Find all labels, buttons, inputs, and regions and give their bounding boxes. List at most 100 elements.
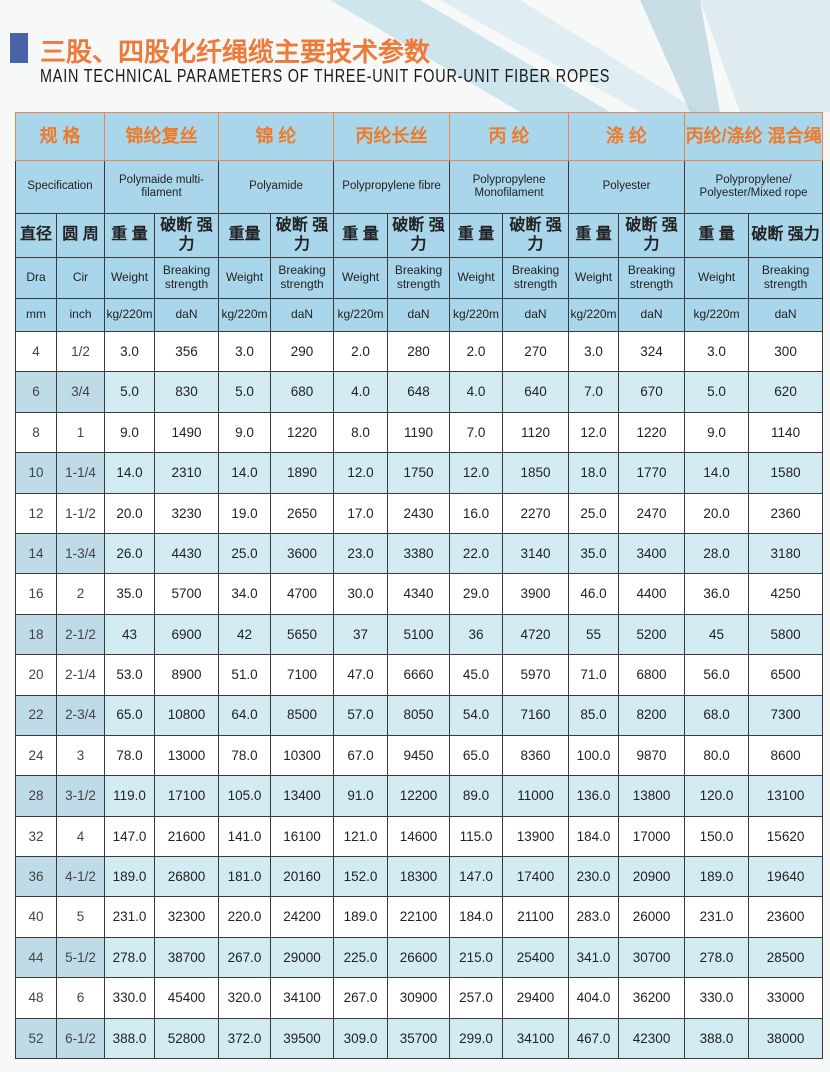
header-row-chinese-names: 规 格 锦纶复丝 锦 纶 丙纶长丝 丙 纶 涤 纶 丙纶/涤纶 混合绳 — [14, 112, 824, 161]
value-cell: 12.0 — [568, 411, 620, 454]
header-cell: kg/220m — [568, 298, 620, 332]
value-cell: 2430 — [387, 492, 451, 534]
header-cell: 重 量 — [449, 213, 504, 258]
value-cell: 1190 — [387, 411, 451, 454]
header-cell: 重 量 — [104, 213, 156, 258]
header-cell: Breaking strength — [502, 257, 570, 299]
value-cell: 3.0 — [684, 330, 750, 373]
header-cell: 丙 纶 — [449, 112, 570, 161]
size-cell: 20 — [15, 654, 57, 696]
value-cell: 15620 — [748, 815, 824, 858]
size-cell: 32 — [15, 815, 57, 858]
value-cell: 3230 — [154, 492, 220, 534]
value-cell: 13000 — [154, 734, 220, 777]
header-cell: Weight — [568, 257, 620, 299]
header-cell: Weight — [449, 257, 504, 299]
header-cell: kg/220m — [218, 298, 272, 332]
header-cell: Polypropylene Monofilament — [449, 160, 570, 214]
header-cell: daN — [154, 298, 220, 332]
value-cell: 8050 — [387, 694, 451, 736]
value-cell: 26.0 — [104, 532, 156, 575]
table-row: 12 1-1/2 20.0 3230 19.0 2650 17.0 2430 16.0 2270 2… — [15, 492, 824, 534]
value-cell: 9450 — [387, 734, 451, 777]
value-cell: 5800 — [748, 613, 824, 656]
size-cell: 5 — [55, 896, 106, 938]
value-cell: 184.0 — [568, 815, 620, 858]
header-cell: 重 量 — [684, 213, 750, 258]
value-cell: 278.0 — [104, 936, 156, 979]
size-cell: 44 — [15, 936, 57, 979]
value-cell: 189.0 — [684, 856, 750, 898]
value-cell: 150.0 — [684, 815, 750, 858]
value-cell: 280 — [387, 330, 451, 373]
table-row: 16 2 35.0 5700 34.0 4700 30.0 4340 29.0 3900 46.0 4… — [15, 573, 824, 615]
table-row: 18 2-1/2 43 6900 42 5650 37 5100 36 4720 55 5200 45 5… — [15, 613, 824, 656]
value-cell: 89.0 — [449, 775, 504, 817]
value-cell: 14.0 — [218, 452, 272, 494]
value-cell: 1120 — [502, 411, 570, 454]
table-row: 4 1/2 3.0 356 3.0 290 2.0 280 2.0 270 3.0 324 3.0 300 — [15, 330, 824, 373]
table-row: 28 3-1/2 119.0 17100 105.0 13400 91.0 12200 89.0… — [15, 775, 824, 817]
value-cell: 115.0 — [449, 815, 504, 858]
value-cell: 5.0 — [104, 371, 156, 413]
title-english: MAIN TECHNICAL PARAMETERS OF THREE-UNIT … — [40, 66, 611, 86]
header-cell: 破断 强力 — [154, 213, 220, 258]
value-cell: 225.0 — [333, 936, 389, 979]
header-cell: mm — [15, 298, 57, 332]
header-cell: 涤 纶 — [568, 112, 686, 161]
value-cell: 8200 — [618, 694, 686, 736]
value-cell: 16100 — [270, 815, 335, 858]
size-cell: 12 — [15, 492, 57, 534]
size-cell: 6-1/2 — [55, 1017, 106, 1060]
value-cell: 220.0 — [218, 896, 272, 938]
value-cell: 30.0 — [333, 573, 389, 615]
size-cell: 52 — [15, 1017, 57, 1060]
value-cell: 38000 — [748, 1017, 824, 1060]
value-cell: 5650 — [270, 613, 335, 656]
header-cell: 锦纶复丝 — [104, 112, 220, 161]
value-cell: 2.0 — [333, 330, 389, 373]
header-cell: 重 量 — [568, 213, 620, 258]
value-cell: 3900 — [502, 573, 570, 615]
value-cell: 648 — [387, 371, 451, 413]
value-cell: 18.0 — [568, 452, 620, 494]
value-cell: 14600 — [387, 815, 451, 858]
value-cell: 30900 — [387, 977, 451, 1019]
header-cell: kg/220m — [104, 298, 156, 332]
size-cell: 1/2 — [55, 330, 106, 373]
table-row: 36 4-1/2 189.0 26800 181.0 20160 152.0 18300 147… — [15, 856, 824, 898]
value-cell: 20160 — [270, 856, 335, 898]
value-cell: 152.0 — [333, 856, 389, 898]
value-cell: 3140 — [502, 532, 570, 575]
value-cell: 10800 — [154, 694, 220, 736]
value-cell: 16.0 — [449, 492, 504, 534]
value-cell: 290 — [270, 330, 335, 373]
value-cell: 330.0 — [104, 977, 156, 1019]
size-cell: 5-1/2 — [55, 936, 106, 979]
value-cell: 56.0 — [684, 654, 750, 696]
value-cell: 215.0 — [449, 936, 504, 979]
value-cell: 39500 — [270, 1017, 335, 1060]
size-cell: 24 — [15, 734, 57, 777]
value-cell: 29000 — [270, 936, 335, 979]
value-cell: 35700 — [387, 1017, 451, 1060]
value-cell: 620 — [748, 371, 824, 413]
value-cell: 830 — [154, 371, 220, 413]
value-cell: 136.0 — [568, 775, 620, 817]
value-cell: 6660 — [387, 654, 451, 696]
value-cell: 53.0 — [104, 654, 156, 696]
value-cell: 100.0 — [568, 734, 620, 777]
header-cell: daN — [502, 298, 570, 332]
value-cell: 3180 — [748, 532, 824, 575]
value-cell: 4700 — [270, 573, 335, 615]
value-cell: 4400 — [618, 573, 686, 615]
value-cell: 640 — [502, 371, 570, 413]
value-cell: 5100 — [387, 613, 451, 656]
header-cell: Weight — [684, 257, 750, 299]
value-cell: 147.0 — [104, 815, 156, 858]
value-cell: 3.0 — [218, 330, 272, 373]
value-cell: 55 — [568, 613, 620, 656]
value-cell: 283.0 — [568, 896, 620, 938]
header-cell: Polypropylene fibre — [333, 160, 451, 214]
header-cell: daN — [270, 298, 335, 332]
